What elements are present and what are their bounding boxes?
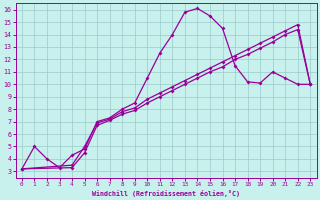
X-axis label: Windchill (Refroidissement éolien,°C): Windchill (Refroidissement éolien,°C): [92, 190, 240, 197]
